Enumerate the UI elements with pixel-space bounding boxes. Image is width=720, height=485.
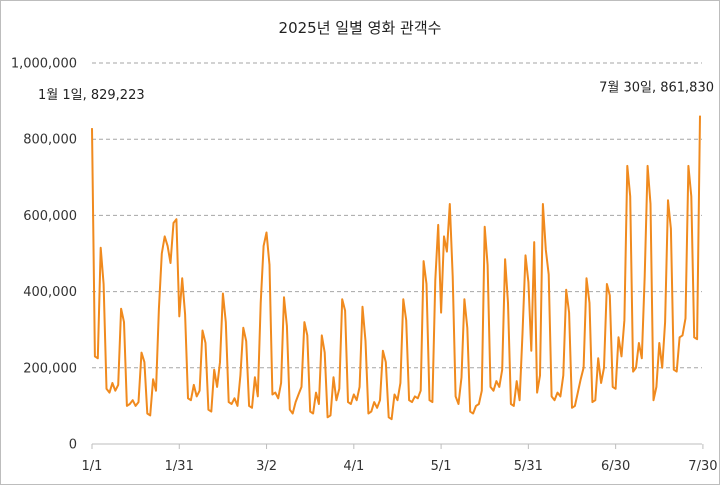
data-annotation: 7월 30일, 861,830 bbox=[599, 81, 714, 96]
x-tick-label: 5/31 bbox=[514, 459, 543, 474]
y-tick-label: 1,000,000 bbox=[11, 57, 77, 72]
x-tick-label: 5/1 bbox=[431, 459, 452, 474]
y-axis: 0 200,000 400,000 600,000 800,000 1,000,000 bbox=[11, 57, 77, 453]
x-tick-label: 4/1 bbox=[343, 459, 364, 474]
x-tick-label: 7/30 bbox=[688, 459, 717, 474]
grid bbox=[92, 62, 702, 445]
series-line-daily-audience bbox=[91, 115, 701, 421]
x-tick-label: 1/31 bbox=[165, 459, 194, 474]
data-annotation: 1월 1일, 829,223 bbox=[38, 88, 145, 103]
x-tick-label: 3/2 bbox=[256, 459, 277, 474]
y-tick-label: 600,000 bbox=[23, 209, 77, 224]
x-tick-label: 1/1 bbox=[82, 459, 103, 474]
series bbox=[91, 115, 701, 421]
y-tick-label: 200,000 bbox=[23, 361, 77, 376]
chart-title: 2025년 일별 영화 관객수 bbox=[279, 19, 442, 37]
x-tick-label: 6/30 bbox=[601, 459, 630, 474]
x-axis: 1/1 1/31 3/2 4/1 5/1 5/31 6/30 7/30 bbox=[82, 444, 718, 474]
y-tick-label: 800,000 bbox=[23, 133, 77, 148]
y-tick-label: 400,000 bbox=[23, 285, 77, 300]
y-tick-label: 0 bbox=[69, 438, 77, 453]
annotations: 1월 1일, 829,223 7월 30일, 861,830 bbox=[38, 81, 714, 103]
